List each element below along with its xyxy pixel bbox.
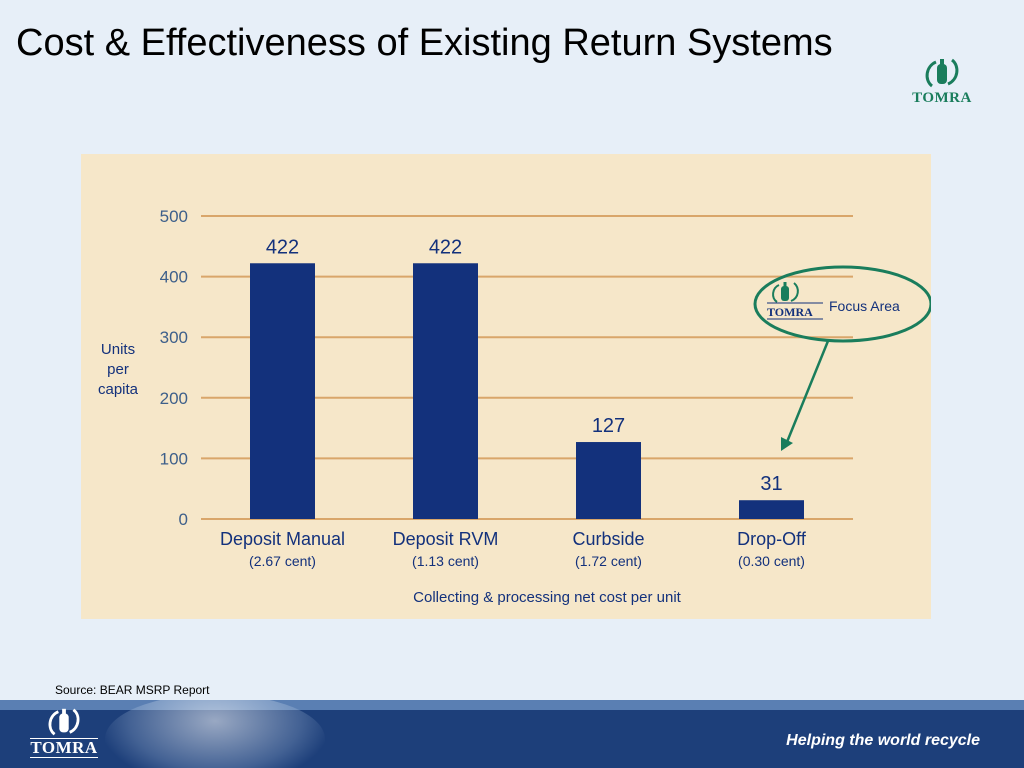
focus-area-arrow-line (785, 340, 830, 443)
bar-data-label: 31 (760, 473, 782, 495)
x-category-sublabel: (1.13 cent) (412, 553, 479, 569)
y-axis-title-line: Units (101, 341, 135, 358)
footer-bar: TOMRA Helping the world recycle (0, 700, 1024, 768)
y-tick-label: 300 (160, 328, 188, 347)
slide-title: Cost & Effectiveness of Existing Return … (16, 22, 833, 64)
y-tick-label: 100 (160, 449, 188, 468)
tagline: Helping the world recycle (786, 732, 980, 749)
y-tick-label: 0 (179, 510, 188, 529)
y-tick-label: 400 (160, 268, 188, 287)
bar (576, 442, 641, 519)
bar-chart: 0 100 200 300 400 500 422 Deposit Manual (2.67 c… (98, 207, 931, 606)
bar (250, 263, 315, 519)
source-note: Source: BEAR MSRP Report (55, 683, 210, 697)
focus-area-label: Focus Area (829, 298, 900, 314)
bar-data-label: 422 (266, 236, 299, 258)
tomra-bottle-icon (925, 58, 959, 88)
footer-tomra-logo: TOMRA (22, 706, 106, 758)
y-axis-title-line: capita (98, 381, 139, 398)
bar (413, 263, 478, 519)
chart-panel: 0 100 200 300 400 500 422 Deposit Manual (2.67 c… (81, 154, 931, 619)
focus-area-callout: TOMRA Focus Area (753, 265, 931, 451)
x-category-sublabel: (0.30 cent) (738, 553, 805, 569)
bar-data-label: 127 (592, 415, 625, 437)
text-layer: 0 100 200 300 400 500 422 Deposit Manual (2.67 c… (160, 207, 807, 606)
y-axis-title-line: per (107, 361, 129, 378)
focus-area-logo: TOMRA (767, 282, 823, 320)
y-tick-label: 200 (160, 389, 188, 408)
footer-bottle-icon (48, 708, 80, 736)
y-tick-label: 500 (160, 207, 188, 226)
x-axis-title: Collecting & processing net cost per uni… (413, 589, 681, 606)
x-category-label: Curbside (572, 529, 644, 549)
focus-area-ellipse (753, 265, 931, 343)
bottle-graphic (105, 700, 325, 768)
bar-data-label: 422 (429, 236, 462, 258)
x-category-sublabel: (1.72 cent) (575, 553, 642, 569)
x-category-sublabel: (2.67 cent) (249, 553, 316, 569)
tomra-logo-text: TOMRA (912, 90, 972, 106)
footer-stripe (0, 700, 1024, 710)
x-category-label: Deposit RVM (393, 529, 499, 549)
tomra-logo: TOMRA (904, 56, 980, 107)
footer-logo-text: TOMRA (30, 738, 98, 758)
ylabel-layer: Units per capita (98, 341, 139, 398)
focus-area-logo-text: TOMRA (767, 305, 813, 319)
focus-area-arrowhead (781, 437, 793, 451)
bar (739, 500, 804, 519)
x-category-label: Deposit Manual (220, 529, 345, 549)
bar-layer (250, 263, 804, 519)
x-category-label: Drop-Off (737, 529, 807, 549)
